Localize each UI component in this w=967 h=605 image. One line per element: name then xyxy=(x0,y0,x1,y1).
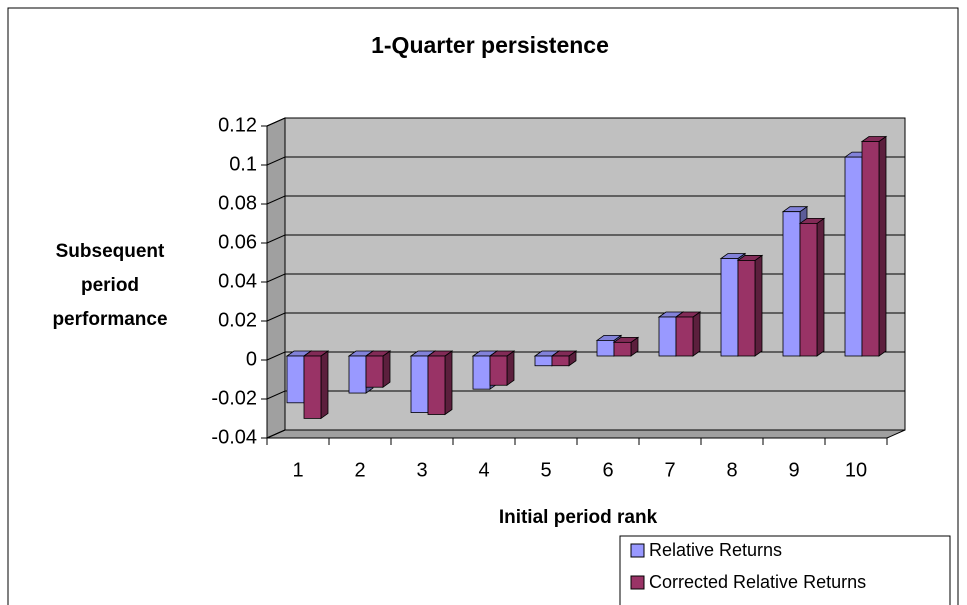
bar xyxy=(612,336,640,357)
x-axis-title: Initial period rank xyxy=(499,507,658,528)
bar xyxy=(860,135,888,357)
bar-side xyxy=(754,254,763,357)
bar-front xyxy=(861,141,880,357)
y-tick-label: -0.02 xyxy=(211,387,257,409)
bar-front xyxy=(348,355,367,394)
bar-side xyxy=(506,350,515,387)
x-tick-label: 2 xyxy=(354,459,365,481)
y-axis-title-line: performance xyxy=(52,309,167,330)
x-tick-label: 10 xyxy=(845,459,867,481)
bar-front xyxy=(658,316,677,357)
grid-line xyxy=(266,234,905,244)
bar xyxy=(426,350,454,416)
bar-front xyxy=(489,355,508,386)
grid-line xyxy=(266,273,905,283)
bar-front xyxy=(551,355,570,367)
bar-front xyxy=(675,316,694,357)
grid-line xyxy=(266,195,905,205)
bar xyxy=(302,350,330,420)
x-tick-label: 1 xyxy=(292,459,303,481)
bar xyxy=(364,350,392,388)
y-axis-title-line: period xyxy=(81,275,139,296)
bar-front xyxy=(596,339,615,357)
y-tick-label: 0.1 xyxy=(229,153,257,175)
legend-box xyxy=(619,535,951,605)
bar-front xyxy=(303,355,322,419)
bar-front xyxy=(427,355,446,415)
x-tick-label: 8 xyxy=(726,459,737,481)
bar-front xyxy=(286,355,305,404)
bar xyxy=(488,350,516,387)
grid-line xyxy=(266,390,905,400)
legend: Relative Returns Corrected Relative Retur… xyxy=(619,535,951,605)
x-tick-label: 9 xyxy=(788,459,799,481)
bar-front xyxy=(844,156,863,357)
bar xyxy=(798,217,826,357)
bar-front xyxy=(799,222,818,357)
bar-side xyxy=(444,350,453,416)
x-tick-label: 4 xyxy=(478,459,489,481)
bar-side xyxy=(692,311,701,357)
bar-front xyxy=(472,355,491,390)
legend-label: Relative Returns xyxy=(649,540,782,560)
y-tick-label: 0.12 xyxy=(218,114,257,136)
bar-front xyxy=(613,341,632,357)
bar xyxy=(674,311,702,357)
y-axis-title-line: Subsequent xyxy=(56,241,165,262)
bar-side xyxy=(320,350,329,420)
bar-front xyxy=(782,211,801,357)
bar-front xyxy=(534,355,553,367)
floor xyxy=(266,429,906,439)
bar-side xyxy=(816,217,825,357)
grid-line xyxy=(266,117,905,127)
y-tick-label: 0.02 xyxy=(218,309,257,331)
chart-title: 1-Quarter persistence xyxy=(371,32,609,58)
bar-side xyxy=(878,135,887,357)
bar-front xyxy=(365,355,384,388)
y-tick-label: -0.04 xyxy=(211,426,257,448)
y-axis-title: Subsequent period performance xyxy=(52,241,167,330)
x-tick-label: 6 xyxy=(602,459,613,481)
y-tick-label: 0.08 xyxy=(218,192,257,214)
y-tick-label: 0.04 xyxy=(218,270,257,292)
bar-front xyxy=(720,258,739,357)
bar-front xyxy=(410,355,429,413)
bar xyxy=(550,350,578,367)
legend-swatch xyxy=(630,575,645,590)
x-tick-label: 5 xyxy=(540,459,551,481)
y-tick-label: 0.06 xyxy=(218,231,257,253)
bar-side xyxy=(382,350,391,388)
x-tick-label: 7 xyxy=(664,459,675,481)
y-tick-label: 0 xyxy=(246,348,257,370)
grid-line xyxy=(266,429,905,439)
legend-swatch xyxy=(630,543,645,558)
bar xyxy=(736,254,764,357)
legend-label: Corrected Relative Returns xyxy=(649,572,866,592)
grid-line xyxy=(266,156,905,166)
bar-front xyxy=(737,260,756,357)
x-tick-label: 3 xyxy=(416,459,427,481)
chart-border xyxy=(7,7,959,605)
